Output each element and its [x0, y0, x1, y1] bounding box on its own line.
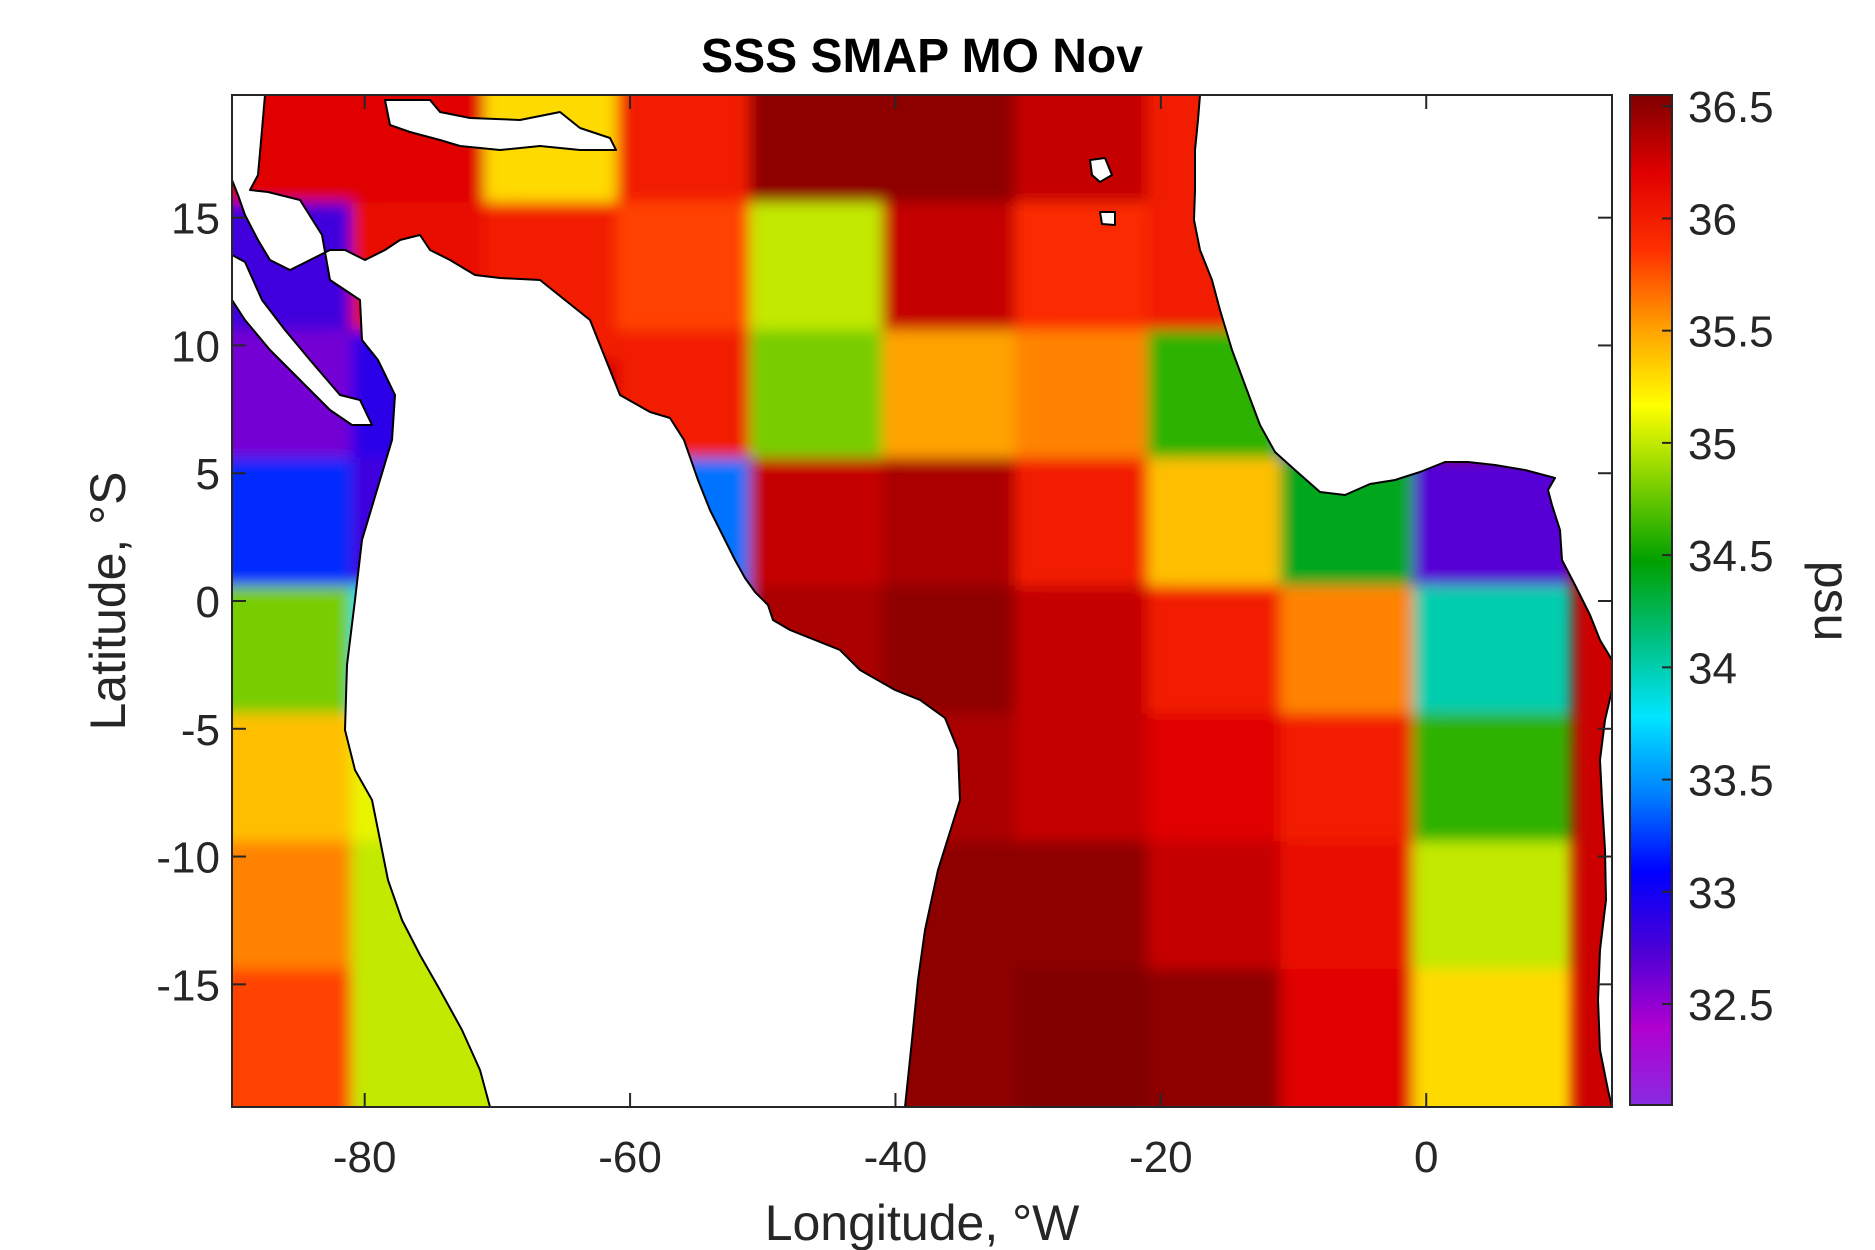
colorbar-tick-label: 35: [1688, 420, 1737, 469]
y-tick-label: -15: [156, 961, 220, 1010]
colorbar-tick-label: 36.5: [1688, 83, 1774, 132]
colorbar-label: psu: [1804, 561, 1860, 642]
colorbar-gradient: [1629, 94, 1673, 1106]
x-tick-label: -80: [333, 1133, 397, 1182]
land-africa: [1193, 95, 1612, 661]
land-cape-verde: [1089, 157, 1116, 226]
x-axis: -80 -60 -40 -20 0: [333, 95, 1438, 1182]
land-southwest-africa: [1597, 689, 1612, 1107]
x-tick-label: -60: [598, 1133, 662, 1182]
colorbar-tick-label: 32.5: [1688, 981, 1774, 1030]
colorbar-tick-label: 33: [1688, 869, 1737, 918]
colorbar-tick-label: 34.5: [1688, 532, 1774, 581]
y-axis: 15 10 5 0 -5 -10 -15: [156, 195, 1612, 1010]
y-tick-label: 15: [171, 195, 220, 244]
x-axis-label: Longitude, °W: [765, 1195, 1080, 1250]
y-axis-label: Latitude, °S: [80, 471, 136, 730]
colorbar: 36.5 36 35.5 35 34.5 34 33.5 33 32.5 psu: [1629, 83, 1860, 1106]
salinity-cell: [1147, 969, 1307, 1107]
colorbar-tick-label: 34: [1688, 644, 1737, 693]
y-tick-label: 10: [171, 322, 220, 371]
x-tick-label: 0: [1414, 1133, 1438, 1182]
chart-title: SSS SMAP MO Nov: [701, 30, 1143, 83]
land-caribbean-islands: [384, 99, 617, 151]
land-central-america: [232, 254, 373, 426]
y-tick-label: -5: [181, 706, 220, 755]
colorbar-tick-label: 35.5: [1688, 308, 1774, 357]
colorbar-tick-label: 33.5: [1688, 757, 1774, 806]
colorbar-ticks: 36.5 36 35.5 35 34.5 34 33.5 33 32.5: [1662, 83, 1774, 1030]
y-tick-label: 5: [196, 450, 220, 499]
x-tick-label: -20: [1129, 1133, 1193, 1182]
land-masses: [232, 95, 1612, 1107]
y-tick-label: -10: [156, 834, 220, 883]
colorbar-tick-label: 36: [1688, 195, 1737, 244]
x-tick-label: -40: [864, 1133, 928, 1182]
y-tick-label: 0: [196, 578, 220, 627]
salinity-cell: [1412, 969, 1573, 1107]
plot-area: [232, 95, 1612, 1107]
land-south-america: [232, 95, 961, 1107]
